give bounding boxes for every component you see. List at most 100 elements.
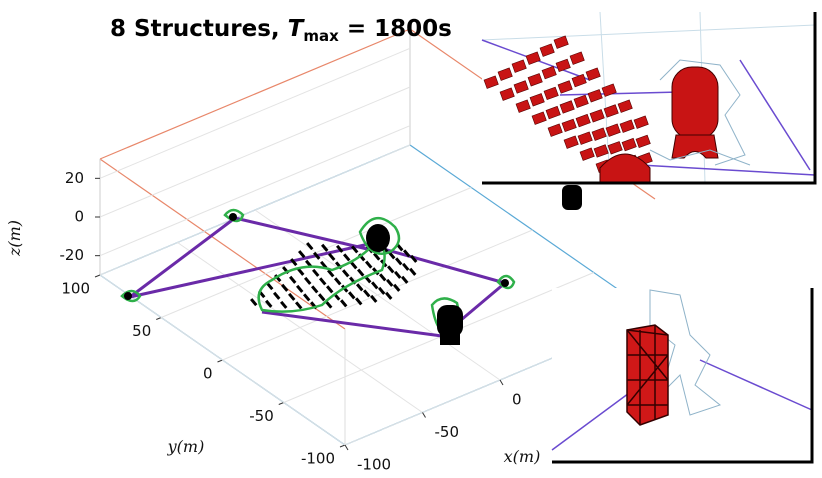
block: [297, 267, 305, 276]
block: [334, 277, 342, 286]
x-tick-label: 0: [512, 391, 522, 409]
block: [371, 281, 379, 290]
tick-mark: [278, 402, 284, 405]
block: [401, 275, 409, 284]
inset-block: [575, 113, 591, 128]
inset-block: [559, 100, 575, 114]
node: [501, 279, 509, 287]
block: [289, 275, 297, 284]
inset-block: [607, 141, 623, 155]
inset-block: [617, 99, 633, 113]
block: [326, 285, 334, 294]
inset-block: [619, 119, 635, 133]
block: [395, 257, 403, 266]
inset-block: [605, 123, 621, 137]
block: [410, 254, 418, 263]
block: [321, 243, 329, 252]
block: [274, 274, 282, 283]
block: [312, 268, 320, 277]
inset-block: [571, 73, 587, 88]
block: [387, 265, 395, 274]
lattice-structure: [626, 324, 669, 426]
inset-block: [531, 111, 547, 125]
inset-block: [603, 104, 619, 118]
inset-block: [529, 93, 545, 107]
z-tick-label: -20: [60, 246, 85, 264]
inset-block: [577, 131, 593, 145]
lattice-body: [626, 324, 669, 426]
block: [325, 300, 333, 309]
top-edge: [99, 158, 346, 330]
scene: [120, 185, 582, 345]
block: [403, 249, 411, 258]
block: [356, 283, 364, 292]
inset-block: [573, 94, 589, 109]
top-edge: [99, 28, 411, 160]
tick-mark: [217, 359, 223, 363]
structures: [124, 185, 582, 345]
lattice-struts: [626, 325, 669, 425]
inset-bottom: [551, 288, 814, 464]
inset-border: [482, 12, 817, 185]
grid-line: [254, 209, 501, 381]
block: [342, 269, 350, 278]
inset-block: [587, 89, 603, 103]
block: [351, 245, 359, 254]
title-rest: = 1800s: [339, 16, 452, 42]
inset-paths: [481, 39, 816, 176]
block: [281, 283, 289, 292]
tick-mark: [339, 444, 346, 448]
block: [327, 269, 335, 278]
inset-block: [635, 134, 651, 149]
grid-line: [99, 274, 346, 446]
block: [265, 299, 273, 308]
block: [355, 297, 363, 306]
inset-block: [591, 127, 607, 141]
chart-title: 8 Structures, Tmax = 1800s: [110, 16, 452, 45]
z-tick-label: 20: [65, 169, 84, 187]
inset-block: [511, 59, 527, 73]
block: [402, 262, 410, 271]
tick-mark: [156, 317, 162, 320]
block: [409, 267, 417, 276]
block: [266, 282, 274, 291]
axes: [94, 28, 656, 451]
tank-far: [562, 185, 582, 210]
block: [378, 286, 386, 295]
dome: [366, 224, 390, 252]
inset-block: [525, 51, 541, 65]
block: [357, 268, 365, 277]
inset-block: [555, 58, 571, 73]
tick-mark: [422, 412, 426, 418]
block: [379, 273, 387, 282]
tank-base: [440, 333, 460, 345]
block: [298, 250, 306, 259]
grid-line: [99, 86, 411, 218]
inset-paths: [551, 359, 813, 451]
inset-block: [569, 51, 585, 65]
block: [303, 293, 311, 302]
block: [340, 299, 348, 308]
inset-block: [589, 109, 605, 123]
block: [370, 294, 378, 303]
block: [348, 291, 356, 300]
block: [313, 251, 321, 260]
block: [394, 270, 402, 279]
x-axis-label: x(m): [504, 447, 541, 466]
inset-block: [545, 105, 561, 120]
block: [393, 283, 401, 292]
inset-block: [527, 73, 543, 87]
block: [304, 276, 312, 285]
tank-legs: [671, 134, 719, 159]
block: [288, 292, 296, 301]
inset-block: [553, 35, 569, 49]
block: [320, 260, 328, 269]
y-tick-label: -50: [249, 407, 274, 425]
tank: [437, 305, 463, 337]
block: [328, 252, 336, 261]
block: [318, 293, 326, 302]
grid-line: [99, 125, 411, 257]
trajectory: [129, 216, 506, 338]
inset-trace: [649, 289, 722, 416]
inset-block: [557, 80, 573, 94]
